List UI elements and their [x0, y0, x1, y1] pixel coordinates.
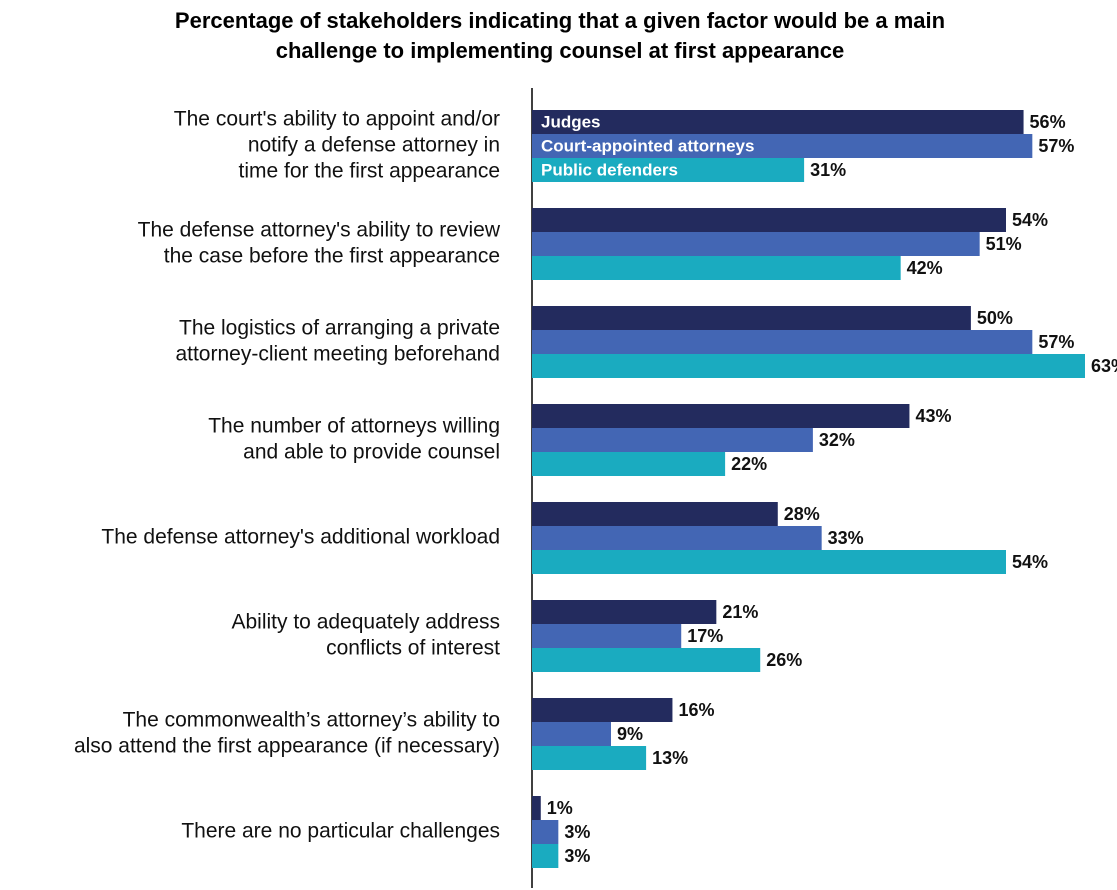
value-label: 21%: [722, 602, 758, 622]
value-label: 13%: [652, 748, 688, 768]
value-label: 26%: [766, 650, 802, 670]
bar: [532, 232, 980, 256]
bar: [532, 526, 822, 550]
bar: [532, 330, 1033, 354]
value-label: 22%: [731, 454, 767, 474]
bar: [532, 624, 682, 648]
category-label: and able to provide counsel: [243, 441, 500, 464]
category-label: The logistics of arranging a private: [179, 317, 500, 340]
value-label: 33%: [828, 528, 864, 548]
value-label: 28%: [784, 504, 820, 524]
legend-label: Court-appointed attorneys: [541, 136, 754, 155]
value-label: 3%: [564, 846, 590, 866]
category-label: attorney-client meeting beforehand: [175, 343, 500, 366]
category-label: The defense attorney's ability to review: [138, 219, 501, 242]
value-label: 51%: [986, 234, 1022, 254]
value-label: 17%: [687, 626, 723, 646]
legend-label: Public defenders: [541, 160, 678, 179]
bar: [532, 110, 1024, 134]
bar: [532, 404, 910, 428]
chart-title: challenge to implementing counsel at fir…: [276, 38, 844, 63]
category-label: also attend the first appearance (if nec…: [74, 735, 500, 758]
value-label: 56%: [1030, 112, 1066, 132]
category-label: the case before the first appearance: [164, 245, 500, 268]
bar: [532, 600, 717, 624]
bar: [532, 698, 673, 722]
category-label: The defense attorney's additional worklo…: [101, 526, 500, 549]
bar: [532, 820, 559, 844]
bar: [532, 428, 813, 452]
bar: [532, 158, 805, 182]
value-label: 57%: [1038, 332, 1074, 352]
category-label: notify a defense attorney in: [248, 134, 500, 157]
bar: [532, 722, 611, 746]
value-label: 54%: [1012, 210, 1048, 230]
value-label: 3%: [564, 822, 590, 842]
bar: [532, 502, 778, 526]
category-label: The commonwealth’s attorney’s ability to: [123, 709, 500, 732]
value-label: 31%: [810, 160, 846, 180]
bar: [532, 844, 559, 868]
value-label: 54%: [1012, 552, 1048, 572]
chart-title: Percentage of stakeholders indicating th…: [175, 8, 945, 33]
value-label: 9%: [617, 724, 643, 744]
category-label: time for the first appearance: [239, 160, 500, 183]
value-label: 57%: [1038, 136, 1074, 156]
bar: [532, 452, 726, 476]
category-label: conflicts of interest: [326, 637, 500, 660]
bar: [532, 746, 647, 770]
category-label: There are no particular challenges: [181, 820, 500, 843]
bar: [532, 796, 541, 820]
category-label: Ability to adequately address: [232, 611, 501, 634]
bar: [532, 208, 1006, 232]
bar: [532, 256, 901, 280]
category-label: The number of attorneys willing: [208, 415, 500, 438]
value-label: 43%: [915, 406, 951, 426]
value-label: 1%: [547, 798, 573, 818]
value-label: 16%: [678, 700, 714, 720]
bar: [532, 550, 1006, 574]
value-label: 63%: [1091, 356, 1117, 376]
category-label: The court's ability to appoint and/or: [174, 108, 500, 131]
bar: [532, 648, 761, 672]
value-label: 32%: [819, 430, 855, 450]
value-label: 50%: [977, 308, 1013, 328]
value-label: 42%: [907, 258, 943, 278]
bar: [532, 134, 1033, 158]
bar: [532, 306, 971, 330]
legend-label: Judges: [541, 112, 601, 131]
bar: [532, 354, 1085, 378]
